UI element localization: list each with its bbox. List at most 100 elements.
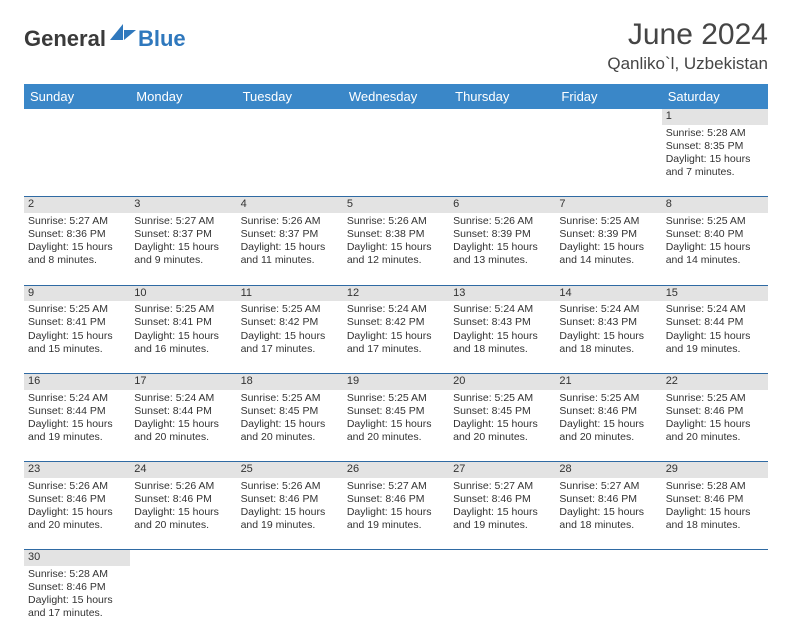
day-cell: Sunrise: 5:25 AMSunset: 8:46 PMDaylight:… [555,390,661,462]
day-detail-line: and 12 minutes. [347,254,445,267]
day-cell: Sunrise: 5:26 AMSunset: 8:38 PMDaylight:… [343,213,449,285]
day-number: 13 [449,285,555,301]
day-detail-line: Daylight: 15 hours [347,418,445,431]
day-number: 3 [130,197,236,213]
day-detail-line: and 14 minutes. [559,254,657,267]
day-number [130,109,236,125]
day-number [343,109,449,125]
day-detail-line: Sunrise: 5:24 AM [134,392,232,405]
day-number: 19 [343,373,449,389]
day-detail-line: Daylight: 15 hours [666,330,764,343]
day-number: 25 [237,462,343,478]
day-cell: Sunrise: 5:24 AMSunset: 8:42 PMDaylight:… [343,301,449,373]
day-detail-line: Sunrise: 5:24 AM [347,303,445,316]
day-number [662,550,768,566]
day-number: 17 [130,373,236,389]
weekday-header: Tuesday [237,84,343,109]
day-cell: Sunrise: 5:28 AMSunset: 8:35 PMDaylight:… [662,125,768,197]
calendar-table: SundayMondayTuesdayWednesdayThursdayFrid… [24,84,768,638]
day-detail-line: Daylight: 15 hours [453,418,551,431]
day-detail-line: Daylight: 15 hours [28,594,126,607]
day-cell: Sunrise: 5:25 AMSunset: 8:41 PMDaylight:… [24,301,130,373]
day-cell: Sunrise: 5:26 AMSunset: 8:46 PMDaylight:… [24,478,130,550]
day-cell: Sunrise: 5:26 AMSunset: 8:46 PMDaylight:… [130,478,236,550]
day-detail-line: Sunset: 8:37 PM [134,228,232,241]
day-detail-line: Sunset: 8:45 PM [453,405,551,418]
day-detail-line: Daylight: 15 hours [559,506,657,519]
day-detail-line: Sunset: 8:43 PM [559,316,657,329]
logo-text-blue: Blue [138,26,186,52]
day-number: 12 [343,285,449,301]
day-detail-line: and 20 minutes. [134,519,232,532]
daynum-row: 9101112131415 [24,285,768,301]
day-number: 26 [343,462,449,478]
day-cell: Sunrise: 5:25 AMSunset: 8:45 PMDaylight:… [449,390,555,462]
day-detail-line: Sunset: 8:39 PM [559,228,657,241]
day-detail-line: Daylight: 15 hours [28,506,126,519]
day-detail-line: and 9 minutes. [134,254,232,267]
day-detail-line: and 14 minutes. [666,254,764,267]
day-detail-line: Sunrise: 5:28 AM [28,568,126,581]
daynum-row: 2345678 [24,197,768,213]
logo: General Blue [24,24,186,53]
day-detail-line: Daylight: 15 hours [453,241,551,254]
day-detail-line: Sunrise: 5:25 AM [241,392,339,405]
daynum-row: 1 [24,109,768,125]
day-cell [449,566,555,638]
week-row: Sunrise: 5:24 AMSunset: 8:44 PM Daylight:… [24,390,768,462]
weekday-row: SundayMondayTuesdayWednesdayThursdayFrid… [24,84,768,109]
day-cell: Sunrise: 5:28 AMSunset: 8:46 PMDaylight:… [662,478,768,550]
day-detail-line: Daylight: 15 hours [666,506,764,519]
day-number: 7 [555,197,661,213]
day-detail-line: Daylight: 15 hours [559,241,657,254]
day-cell [130,566,236,638]
day-detail-line: and 19 minutes. [347,519,445,532]
day-number [449,109,555,125]
day-detail-line: Sunrise: 5:28 AM [666,480,764,493]
day-detail-line: Sunset: 8:46 PM [559,493,657,506]
day-detail-line: Sunrise: 5:26 AM [241,480,339,493]
day-detail-line: Sunrise: 5:25 AM [666,392,764,405]
day-cell [237,566,343,638]
day-detail-line: Sunset: 8:41 PM [134,316,232,329]
week-row: Sunrise: 5:28 AMSunset: 8:46 PMDaylight:… [24,566,768,638]
calendar-thead: SundayMondayTuesdayWednesdayThursdayFrid… [24,84,768,109]
day-detail-line: Sunset: 8:35 PM [666,140,764,153]
day-detail-line: and 20 minutes. [559,431,657,444]
day-detail-line: Sunset: 8:46 PM [559,405,657,418]
location: Qanliko`l, Uzbekistan [607,54,768,74]
day-detail-line: Sunset: 8:46 PM [666,405,764,418]
day-detail-line: and 19 minutes. [666,343,764,356]
day-cell: Sunrise: 5:26 AMSunset: 8:39 PMDaylight:… [449,213,555,285]
title-block: June 2024 Qanliko`l, Uzbekistan [607,18,768,74]
day-detail-line: Sunrise: 5:24 AM [453,303,551,316]
day-detail-line: Daylight: 15 hours [666,241,764,254]
day-detail-line: Sunset: 8:40 PM [666,228,764,241]
day-number: 23 [24,462,130,478]
day-detail-line: Sunrise: 5:26 AM [241,215,339,228]
day-detail-line: Sunset: 8:46 PM [134,493,232,506]
day-cell: Sunrise: 5:25 AMSunset: 8:41 PMDaylight:… [130,301,236,373]
day-detail-line: Sunset: 8:44 PM [134,405,232,418]
day-cell: Sunrise: 5:27 AMSunset: 8:46 PMDaylight:… [449,478,555,550]
day-cell: Sunrise: 5:24 AMSunset: 8:43 PMDaylight:… [449,301,555,373]
day-detail-line: Sunrise: 5:25 AM [666,215,764,228]
day-cell: Sunrise: 5:24 AMSunset: 8:43 PMDaylight:… [555,301,661,373]
day-number: 5 [343,197,449,213]
weekday-header: Wednesday [343,84,449,109]
day-detail-line: Sunset: 8:39 PM [453,228,551,241]
weekday-header: Friday [555,84,661,109]
day-number: 27 [449,462,555,478]
day-detail-line: Daylight: 15 hours [347,241,445,254]
day-detail-line: Sunrise: 5:27 AM [453,480,551,493]
day-detail-line: Daylight: 15 hours [241,506,339,519]
day-cell: Sunrise: 5:25 AMSunset: 8:45 PMDaylight:… [343,390,449,462]
day-cell: Sunrise: 5:27 AMSunset: 8:37 PMDaylight:… [130,213,236,285]
day-detail-line: and 19 minutes. [28,431,126,444]
day-detail-line: Daylight: 15 hours [241,241,339,254]
day-detail-line: Daylight: 15 hours [241,330,339,343]
daynum-row: 16171819202122 [24,373,768,389]
day-detail-line: Daylight: 15 hours [28,330,126,343]
day-detail-line: Sunset: 8:38 PM [347,228,445,241]
day-detail-line: and 18 minutes. [559,343,657,356]
